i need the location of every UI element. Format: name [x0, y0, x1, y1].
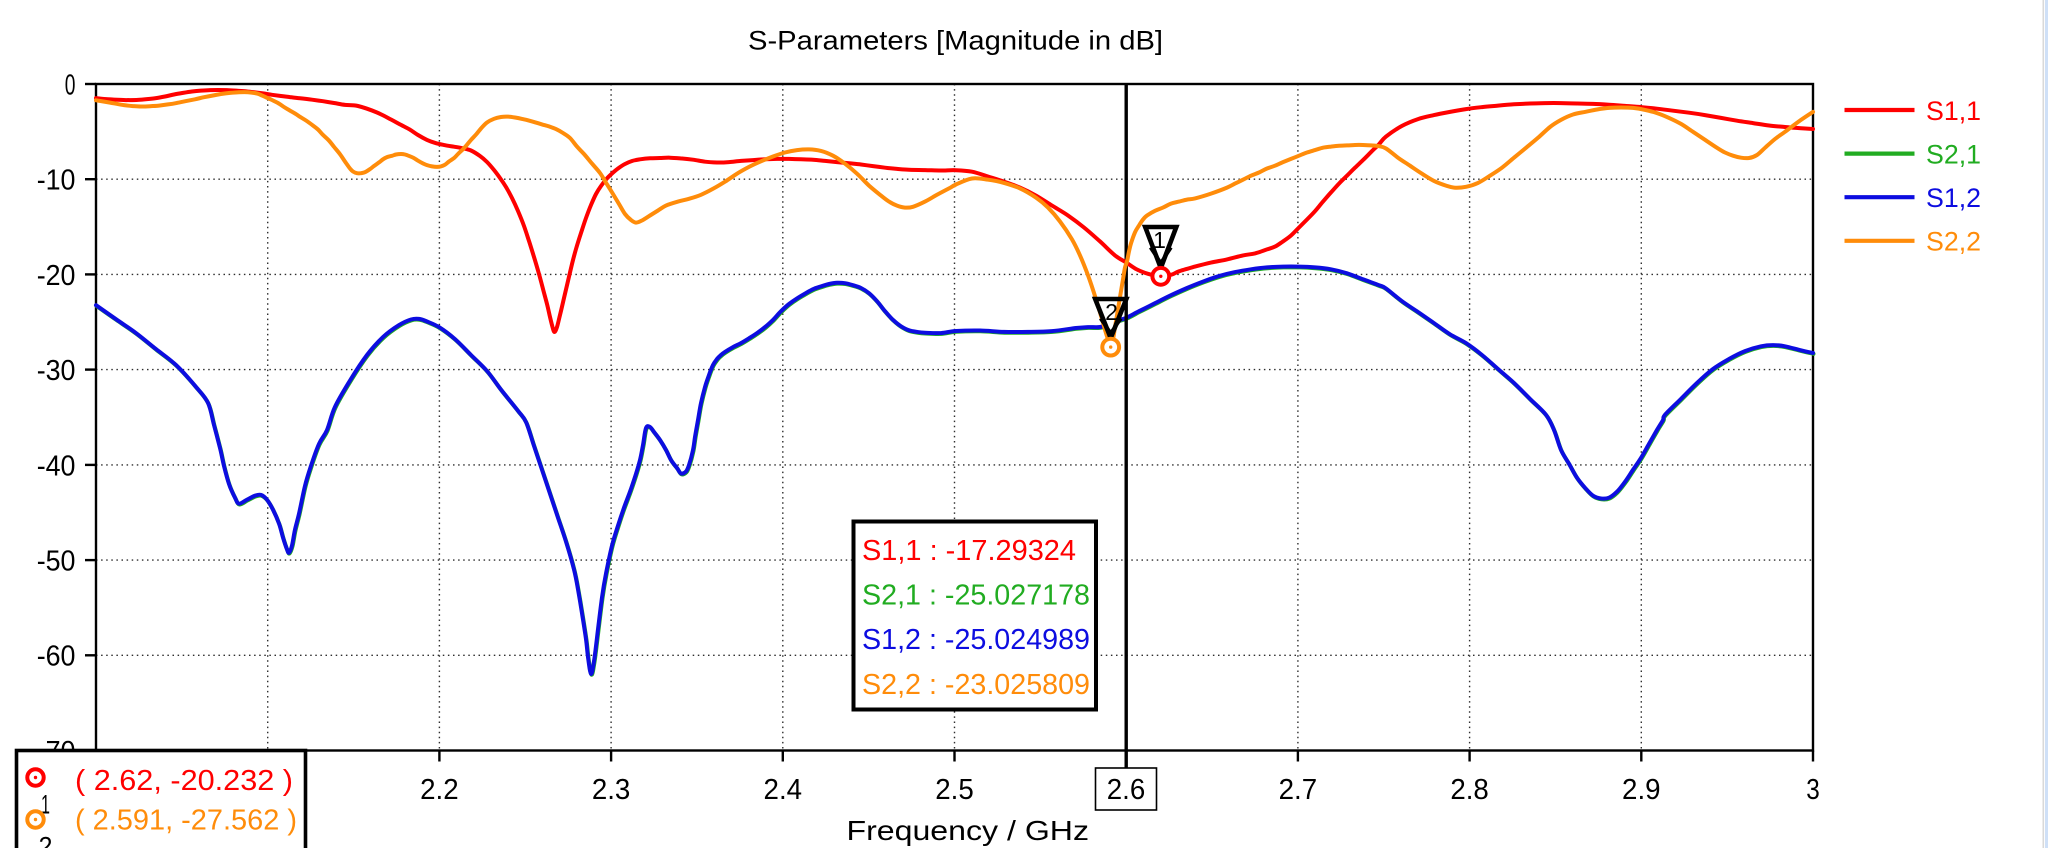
svg-text:2.5: 2.5 — [935, 774, 974, 806]
svg-text:2.3: 2.3 — [592, 774, 631, 806]
svg-text:S2,2: S2,2 — [1926, 227, 1981, 257]
svg-text:-30: -30 — [37, 355, 76, 387]
svg-text:2.8: 2.8 — [1450, 774, 1489, 806]
svg-text:-50: -50 — [37, 546, 76, 578]
svg-text:S1,2: S1,2 — [1926, 183, 1981, 213]
svg-text:1: 1 — [1153, 227, 1166, 253]
svg-text:1: 1 — [41, 790, 50, 820]
svg-text:S2,1 : -25.027178: S2,1 : -25.027178 — [862, 580, 1090, 612]
svg-text:-20: -20 — [37, 260, 76, 292]
svg-text:-40: -40 — [37, 450, 76, 482]
svg-text:0: 0 — [65, 69, 76, 101]
svg-text:S1,1 : -17.29324: S1,1 : -17.29324 — [862, 535, 1076, 567]
svg-text:Frequency / GHz: Frequency / GHz — [847, 815, 1090, 846]
svg-text:-10: -10 — [37, 165, 76, 197]
svg-text:2.6: 2.6 — [1107, 774, 1146, 806]
svg-text:2: 2 — [1105, 299, 1118, 325]
svg-text:( 2.591, -27.562 ): ( 2.591, -27.562 ) — [75, 805, 297, 837]
svg-text:S2,1: S2,1 — [1926, 139, 1981, 169]
svg-text:3: 3 — [1806, 774, 1820, 806]
svg-text:2.7: 2.7 — [1279, 774, 1318, 806]
svg-text:2.9: 2.9 — [1622, 774, 1661, 806]
svg-text:( 2.62, -20.232 ): ( 2.62, -20.232 ) — [75, 765, 293, 797]
svg-text:2.2: 2.2 — [420, 774, 459, 806]
svg-text:S1,2 : -25.024989: S1,2 : -25.024989 — [862, 624, 1090, 656]
svg-text:2.4: 2.4 — [764, 774, 803, 806]
svg-text:-60: -60 — [37, 641, 76, 673]
svg-text:S2,2 : -23.025809: S2,2 : -23.025809 — [862, 669, 1090, 701]
svg-text:2: 2 — [39, 832, 53, 848]
svg-text:S1,1: S1,1 — [1926, 96, 1981, 126]
svg-text:S-Parameters [Magnitude in dB]: S-Parameters [Magnitude in dB] — [748, 26, 1163, 56]
